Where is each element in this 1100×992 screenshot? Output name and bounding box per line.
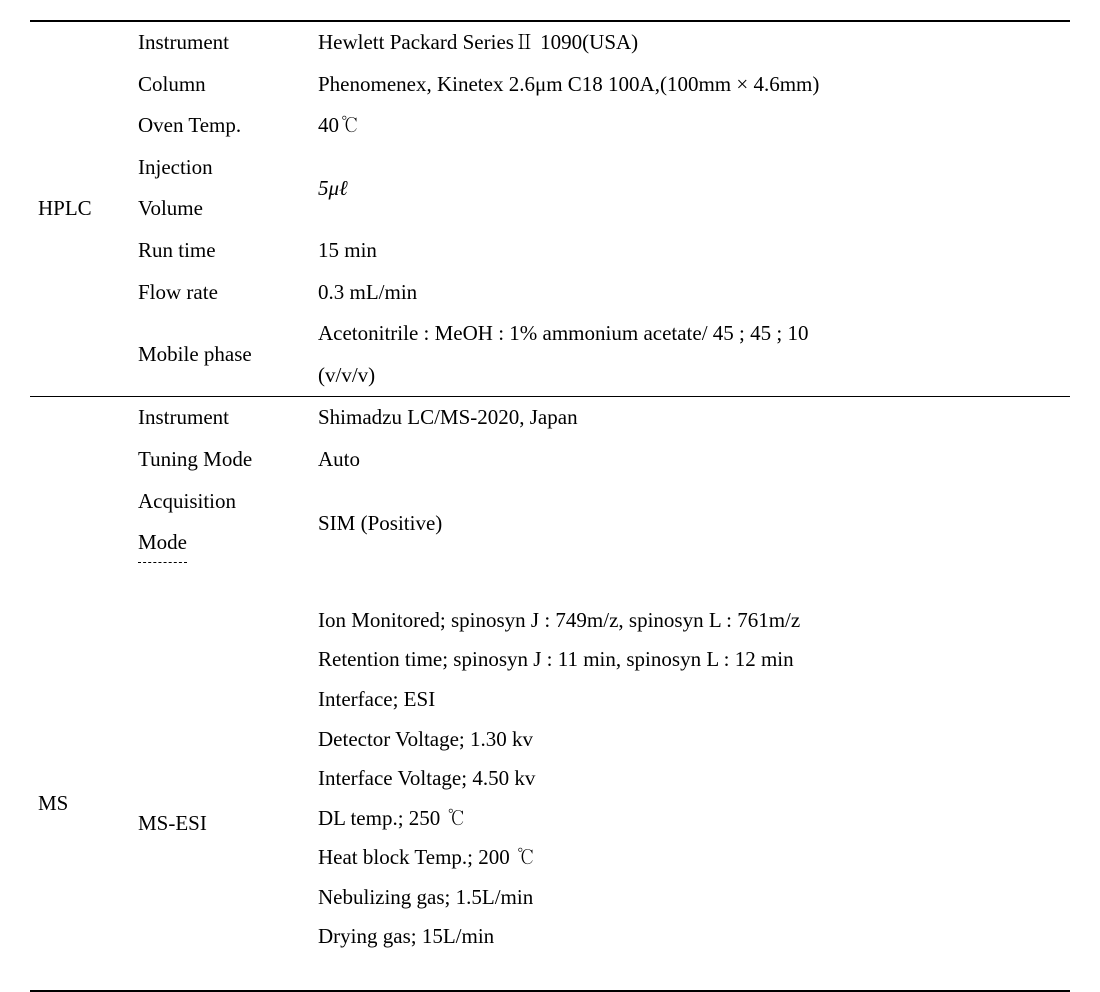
table-row: Oven Temp. 40℃ — [30, 105, 1070, 147]
list-item: Detector Voltage; 1.30 kv — [318, 720, 1062, 760]
list-item: Interface; ESI — [318, 680, 1062, 720]
param-label: Mode — [130, 522, 310, 567]
table-row: HPLC Instrument Hewlett Packard SeriesⅡ … — [30, 21, 1070, 64]
param-value: Phenomenex, Kinetex 2.6μm C18 100A,(100m… — [310, 64, 1070, 106]
section-label-ms: MS — [30, 397, 130, 991]
param-label: Acquisition — [130, 481, 310, 523]
param-value: (v/v/v) — [310, 355, 1070, 397]
param-label: Instrument — [130, 21, 310, 64]
list-item: Retention time; spinosyn J : 11 min, spi… — [318, 640, 1062, 680]
param-label: Flow rate — [130, 272, 310, 314]
param-value: Shimadzu LC/MS-2020, Japan — [310, 397, 1070, 439]
param-value: 40℃ — [310, 105, 1070, 147]
param-label: Run time — [130, 230, 310, 272]
spacer-cell — [130, 961, 310, 991]
param-label: Column — [130, 64, 310, 106]
table-row: Tuning Mode Auto — [30, 439, 1070, 481]
param-label: Mobile phase — [130, 313, 310, 397]
list-item: DL temp.; 250 ℃ — [318, 799, 1062, 839]
list-item: Heat block Temp.; 200 ℃ — [318, 838, 1062, 878]
list-item: Interface Voltage; 4.50 kv — [318, 759, 1062, 799]
param-value: SIM (Positive) — [310, 481, 1070, 567]
param-label: Volume — [130, 188, 310, 230]
param-value: 0.3 mL/min — [310, 272, 1070, 314]
param-label: Tuning Mode — [130, 439, 310, 481]
table-row: Flow rate 0.3 mL/min — [30, 272, 1070, 314]
table-row: Run time 15 min — [30, 230, 1070, 272]
table-row: MS-ESI Ion Monitored; spinosyn J : 749m/… — [30, 567, 1070, 961]
table-row: Acquisition SIM (Positive) — [30, 481, 1070, 523]
param-value: Acetonitrile : MeOH : 1% ammonium acetat… — [310, 313, 1070, 355]
table-row — [30, 961, 1070, 991]
param-label: Oven Temp. — [130, 105, 310, 147]
ms-esi-list: Ion Monitored; spinosyn J : 749m/z, spin… — [318, 571, 1062, 957]
table-row: Column Phenomenex, Kinetex 2.6μm C18 100… — [30, 64, 1070, 106]
param-value: 15 min — [310, 230, 1070, 272]
section-label-hplc: HPLC — [30, 21, 130, 397]
spacer-cell — [310, 961, 1070, 991]
param-value-block: Ion Monitored; spinosyn J : 749m/z, spin… — [310, 567, 1070, 961]
param-value: 5μℓ — [310, 147, 1070, 230]
table-row: Injection 5μℓ — [30, 147, 1070, 189]
param-label: MS-ESI — [130, 567, 310, 961]
list-item: Ion Monitored; spinosyn J : 749m/z, spin… — [318, 601, 1062, 641]
list-item: Nebulizing gas; 1.5L/min — [318, 878, 1062, 918]
table-row: Mobile phase Acetonitrile : MeOH : 1% am… — [30, 313, 1070, 355]
table-row: MS Instrument Shimadzu LC/MS-2020, Japan — [30, 397, 1070, 439]
param-label: Injection — [130, 147, 310, 189]
param-value: Auto — [310, 439, 1070, 481]
parameters-table: HPLC Instrument Hewlett Packard SeriesⅡ … — [30, 20, 1070, 992]
param-label: Instrument — [130, 397, 310, 439]
param-value: Hewlett Packard SeriesⅡ 1090(USA) — [310, 21, 1070, 64]
list-item: Drying gas; 15L/min — [318, 917, 1062, 957]
